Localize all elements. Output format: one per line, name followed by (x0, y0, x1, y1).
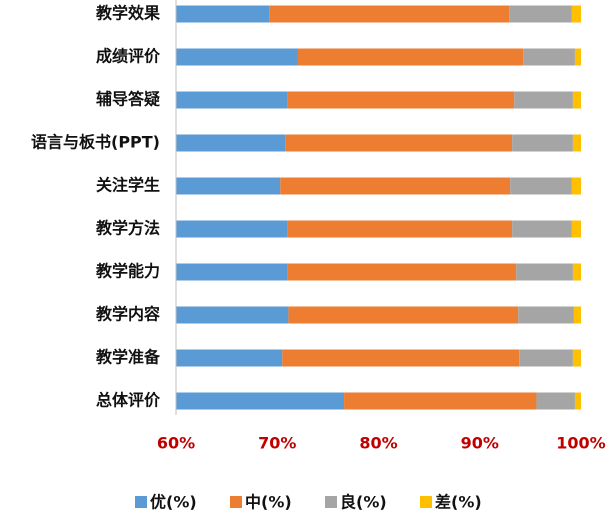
bar-segment (176, 220, 288, 238)
bar-segment (574, 392, 581, 410)
bar-segment (280, 177, 511, 195)
category-label: 教学内容 (96, 305, 160, 324)
bar-segment (571, 177, 581, 195)
bar-segment (176, 134, 286, 152)
bar-segment (519, 349, 573, 367)
x-tick-label: 90% (461, 434, 499, 453)
bar-segment (574, 48, 581, 66)
bar-segment (287, 91, 515, 109)
category-label: 教学方法 (96, 219, 160, 238)
bar-segment (536, 392, 575, 410)
bar-segment (288, 306, 519, 324)
bar-segment (176, 91, 288, 109)
bar-segment (572, 91, 581, 109)
category-label: 关注学生 (96, 176, 160, 195)
category-label: 辅导答疑 (96, 90, 160, 109)
x-tick-label: 70% (258, 434, 296, 453)
bar-segment (344, 392, 537, 410)
category-label: 成绩评价 (96, 47, 161, 66)
bar-segment (176, 5, 270, 23)
bar-segment (176, 177, 281, 195)
legend-swatch (230, 496, 242, 508)
bar-segment (297, 48, 524, 66)
bar-segment (523, 48, 575, 66)
x-tick-label: 100% (556, 434, 605, 453)
legend-label: 优(%) (150, 493, 197, 512)
bar-segment (285, 134, 513, 152)
bar-segment (509, 5, 572, 23)
category-label: 教学准备 (96, 348, 161, 367)
bar-segment (176, 349, 283, 367)
legend-label: 良(%) (340, 493, 387, 512)
x-tick-label: 80% (359, 434, 397, 453)
bar-segment (572, 349, 581, 367)
category-label: 总体评价 (96, 391, 161, 410)
legend-label: 中(%) (245, 493, 292, 512)
x-tick-label: 60% (157, 434, 195, 453)
bar-segment (510, 177, 572, 195)
bar-segment (287, 263, 517, 281)
bar-segment (571, 5, 581, 23)
bar-segment (518, 306, 574, 324)
bar-segment (516, 263, 573, 281)
category-label: 教学效果 (96, 4, 160, 23)
bar-segment (572, 263, 581, 281)
category-label: 教学能力 (96, 262, 160, 281)
bar-segment (573, 306, 581, 324)
legend-swatch (325, 496, 337, 508)
category-label: 语言与板书(PPT) (31, 133, 160, 152)
bar-segment (512, 134, 573, 152)
legend-label: 差(%) (435, 493, 482, 512)
legend-swatch (135, 496, 147, 508)
bar-segment (572, 134, 581, 152)
bar-segment (269, 5, 510, 23)
bar-segment (176, 306, 289, 324)
bar-segment (287, 220, 513, 238)
bar-segment (512, 220, 572, 238)
bar-segment (176, 48, 298, 66)
bar-segment (282, 349, 520, 367)
legend-swatch (420, 496, 432, 508)
bar-segment (176, 263, 288, 281)
bar-segment (571, 220, 581, 238)
bar-segment (514, 91, 573, 109)
bar-segment (176, 392, 345, 410)
